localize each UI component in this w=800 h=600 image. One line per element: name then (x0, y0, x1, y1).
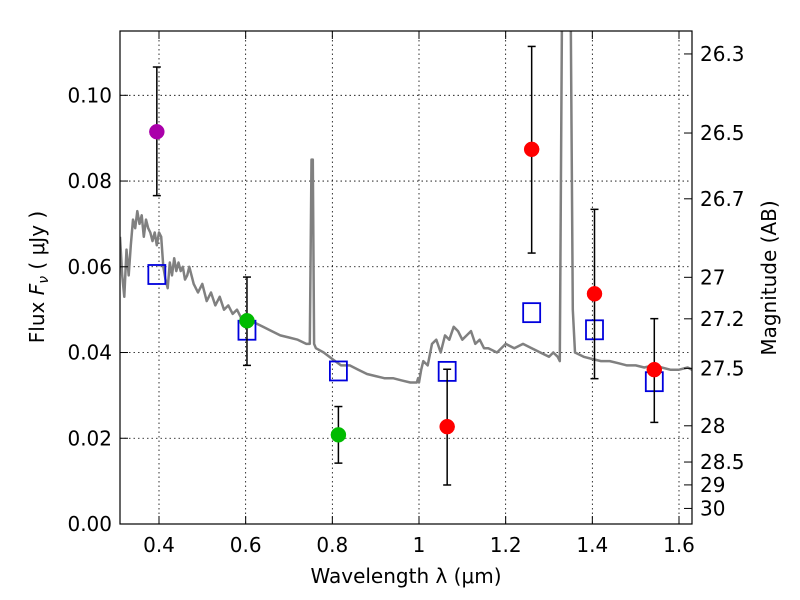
y2-axis-title: Magnitude (AB) (757, 200, 781, 355)
x-tick-label: 1.4 (576, 533, 608, 557)
y2-tick-label: 26.3 (700, 42, 745, 66)
y-tick-label: 0.02 (67, 426, 112, 450)
observed-photometry-errorbars (152, 45, 659, 486)
y2-tick-label: 27 (700, 265, 725, 289)
x-axis-ticks: 0.4 0.6 0.8 1 1.2 1.4 1.6 (143, 31, 695, 557)
y-tick-label: 0.06 (67, 255, 112, 279)
y2-tick-label: 26.5 (700, 121, 745, 145)
data-point (330, 427, 347, 443)
data-point (439, 418, 455, 435)
x-tick-label: 1.6 (663, 533, 695, 557)
y-axis-title-symbol: F (25, 283, 49, 295)
y2-tick-label: 27.2 (700, 307, 745, 331)
y-tick-label: 0.00 (67, 512, 112, 536)
y2-tick-label: 29 (700, 473, 725, 497)
model-square (522, 302, 542, 324)
observed-photometry-series (149, 123, 663, 443)
y2-tick-label: 27.5 (700, 356, 745, 380)
x-tick-label: 1.2 (490, 533, 522, 557)
y-axis-title-unit: ( μJy ) (25, 211, 49, 276)
y-axis-title-subscript: ν (36, 276, 52, 284)
y-tick-label: 0.10 (67, 83, 112, 107)
grid (120, 31, 692, 525)
y2-tick-label: 30 (700, 496, 725, 520)
y-axis-title: Flux Fν ( μJy ) (25, 211, 52, 343)
data-point (586, 286, 603, 302)
spectrum-line (120, 31, 692, 384)
y2-tick-label: 28.5 (700, 450, 745, 474)
plot-frame (119, 30, 693, 525)
y2-tick-label: 26.7 (700, 187, 745, 211)
x-tick-label: 0.8 (316, 533, 348, 557)
y-tick-label: 0.08 (67, 169, 112, 193)
data-point (646, 361, 663, 378)
x-tick-label: 0.6 (230, 533, 262, 557)
x-axis-title: Wavelength λ (μm) (310, 564, 501, 588)
y-axis-ticks: 0.00 0.02 0.04 0.06 0.08 0.10 (67, 83, 128, 536)
data-point (523, 141, 540, 158)
y2-tick-label: 28 (700, 414, 725, 438)
y-axis-title-flux: Flux (25, 295, 49, 343)
data-point (149, 123, 165, 140)
x-tick-label: 1 (413, 533, 426, 557)
x-tick-label: 0.4 (143, 533, 175, 557)
data-point (239, 313, 255, 329)
model-spectrum-series (120, 31, 692, 384)
model-photometry-series (147, 264, 664, 393)
y-tick-label: 0.04 (67, 341, 112, 365)
model-square (147, 264, 167, 285)
model-square (328, 360, 348, 382)
